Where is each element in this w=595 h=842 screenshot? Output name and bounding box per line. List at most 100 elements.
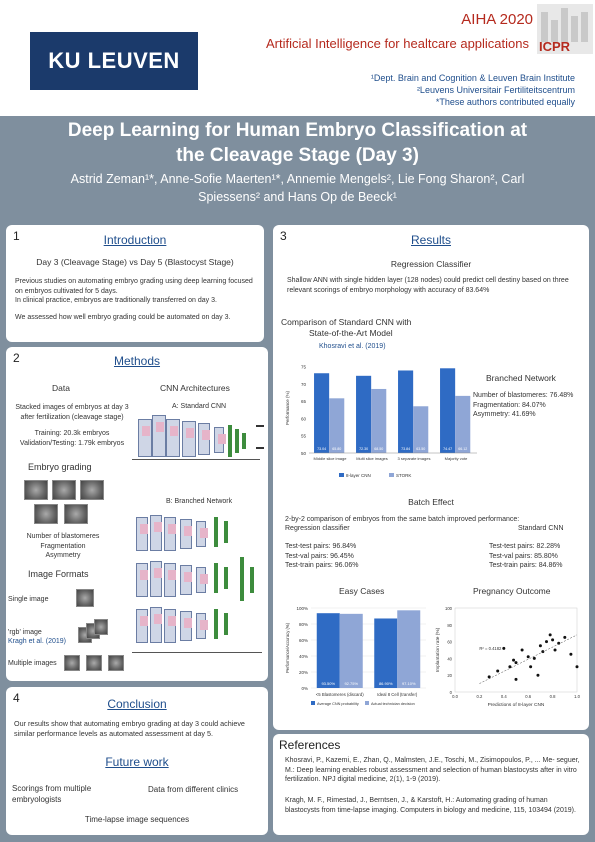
multi-image-sample bbox=[64, 655, 80, 671]
y-tick-label: 60% bbox=[299, 638, 308, 643]
conclusion-text: Our results show that automating embryo … bbox=[14, 719, 245, 738]
data-point bbox=[532, 656, 536, 660]
merge-layer bbox=[240, 557, 244, 601]
section-number: 4 bbox=[13, 691, 20, 705]
conv-layer bbox=[180, 519, 192, 549]
bar-value-label: 72.30 bbox=[359, 447, 368, 451]
bar bbox=[398, 370, 414, 453]
x-tick-label: Ideal 8 Cell (transfer) bbox=[377, 692, 418, 697]
conv-layer bbox=[180, 565, 192, 595]
plot-frame bbox=[454, 607, 578, 693]
conv-layer bbox=[150, 561, 162, 597]
multi-image-sample bbox=[86, 655, 102, 671]
title-line-1: Deep Learning for Human Embryo Classific… bbox=[67, 120, 528, 141]
data-point bbox=[538, 644, 542, 648]
section-number: 2 bbox=[13, 351, 20, 365]
y-tick-label: 80% bbox=[299, 622, 308, 627]
bar-value-label: 66.12 bbox=[458, 447, 467, 451]
conv-layer bbox=[152, 415, 166, 457]
output-layer bbox=[250, 567, 254, 593]
bar-value-label: 65.80 bbox=[332, 447, 341, 451]
x-tick-label: 0.8 bbox=[550, 694, 556, 699]
data-point bbox=[529, 665, 533, 669]
dense-layer bbox=[224, 567, 228, 589]
y-axis-label: Performance (%) bbox=[285, 390, 290, 425]
comparison-reference: Khosravi et al. (2019) bbox=[319, 343, 386, 350]
branched-result: Number of blastomeres: 76.48% bbox=[473, 392, 574, 399]
affiliation-note: *These authors contributed equally bbox=[435, 97, 575, 107]
legend-swatch bbox=[365, 701, 369, 705]
conference-name: AIHA 2020 bbox=[461, 11, 533, 28]
batch-left-item: Test-test pairs: 96.84% bbox=[285, 543, 357, 550]
comparison-bar-chart: 75 70 65 60 55 50 Performance (%) 73.04 65.80 Mid… bbox=[285, 364, 477, 478]
rgb-image-sample bbox=[94, 619, 108, 635]
conv-layer bbox=[164, 563, 176, 597]
data-point bbox=[508, 665, 512, 669]
batch-heading: Batch Effect bbox=[408, 497, 454, 507]
conclusion-panel: 4 Conclusion Our results show that autom… bbox=[6, 687, 268, 835]
x-tick-label: 0.4 bbox=[501, 694, 507, 699]
grading-heading: Embryo grading bbox=[28, 462, 92, 472]
icpr-logo: ICPR bbox=[537, 4, 593, 54]
x-tick-label: Multi slice images bbox=[356, 456, 388, 461]
y-tick-label: 50 bbox=[301, 451, 307, 456]
legend-label: 8-layer CNN bbox=[346, 473, 371, 478]
comparison-heading-2: State-of-the-Art Model bbox=[309, 328, 393, 338]
legend-swatch bbox=[311, 701, 315, 705]
x-tick-label: 3 separate images bbox=[398, 456, 431, 461]
bar bbox=[314, 373, 330, 453]
results-title: Results bbox=[410, 233, 451, 247]
y-tick-label: 65 bbox=[301, 399, 307, 404]
methods-title: Methods bbox=[113, 354, 161, 368]
bar-value-label: 97.10% bbox=[402, 681, 416, 686]
affiliations: ¹Dept. Brain and Cognition & Leuven Brai… bbox=[371, 72, 575, 108]
branched-result: Fragmentation: 84.07% bbox=[473, 401, 546, 409]
trash-icon bbox=[256, 417, 264, 427]
batch-left-item: Test-val pairs: 96.45% bbox=[285, 552, 354, 560]
y-tick-label: 80 bbox=[447, 623, 452, 628]
bar bbox=[374, 618, 398, 688]
data-point bbox=[536, 673, 540, 677]
dense-layer bbox=[242, 433, 246, 449]
multiple-images-label: Multiple images bbox=[8, 660, 57, 667]
data-point bbox=[563, 635, 567, 639]
bar bbox=[371, 388, 387, 453]
embryo-image bbox=[52, 480, 76, 500]
data-point bbox=[545, 640, 548, 644]
conv-layer bbox=[150, 607, 162, 643]
conv-layer bbox=[150, 515, 162, 551]
conv-layer bbox=[180, 611, 192, 641]
bar-value-label: 68.50 bbox=[374, 447, 383, 451]
rgb-image-reference: Kragh et al. (2019) bbox=[8, 638, 66, 645]
trend-line bbox=[479, 634, 578, 684]
single-image-sample bbox=[76, 589, 94, 607]
pregnancy-scatter-plot: 100 80 60 40 20 00.0 0.2 0.4 0.6 0.8 1.0 R² = 0.418… bbox=[435, 606, 581, 708]
data-point bbox=[553, 648, 557, 652]
x-tick-label: Majority vote bbox=[445, 456, 468, 461]
introduction-panel: 1 Introduction Day 3 (Cleavage Stage) vs… bbox=[6, 225, 264, 342]
bar bbox=[316, 613, 340, 688]
legend-label: Average CNN probability bbox=[317, 702, 359, 706]
bar bbox=[397, 610, 421, 688]
pregnancy-heading: Pregnancy Outcome bbox=[473, 586, 551, 596]
x-tick-label: Middle slice image bbox=[314, 456, 348, 461]
branched-heading: Branched Network bbox=[486, 373, 556, 383]
bar bbox=[413, 406, 429, 453]
references-title: References bbox=[279, 738, 341, 752]
axis-line bbox=[132, 652, 262, 653]
conv-layer bbox=[164, 517, 176, 551]
conv-layer bbox=[182, 421, 196, 457]
y-tick-label: 55 bbox=[301, 434, 307, 439]
validation-count: Validation/Testing: 1.79k embryos bbox=[19, 440, 125, 447]
bar-value-label: 63.50 bbox=[416, 447, 425, 451]
embryo-image bbox=[64, 504, 88, 524]
section-number: 3 bbox=[280, 229, 287, 243]
branched-result: Asymmetry: 41.69% bbox=[473, 411, 536, 418]
conv-layer bbox=[138, 419, 152, 457]
batch-right-item: Test-test pairs: 82.28% bbox=[489, 543, 561, 550]
bar-value-label: 86.90% bbox=[379, 681, 393, 686]
batch-text: 2-by-2 comparison of embryos from the sa… bbox=[285, 516, 520, 523]
data-heading: Data bbox=[52, 383, 70, 393]
conv-layer bbox=[166, 419, 180, 457]
introduction-title: Introduction bbox=[103, 233, 167, 247]
